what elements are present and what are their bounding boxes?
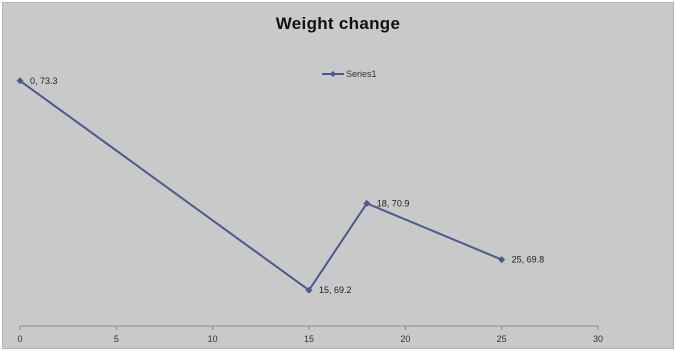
data-label: 18, 70.9 xyxy=(377,198,410,208)
data-label: 25, 69.8 xyxy=(512,255,545,265)
x-tick-label: 30 xyxy=(593,334,603,344)
data-point xyxy=(498,256,506,264)
data-point xyxy=(363,199,371,207)
legend-marker xyxy=(330,71,336,77)
data-point xyxy=(305,286,313,294)
x-tick-label: 15 xyxy=(304,334,314,344)
x-tick-label: 10 xyxy=(208,334,218,344)
legend-label: Series1 xyxy=(346,69,377,79)
data-point xyxy=(16,77,24,85)
x-tick-label: 0 xyxy=(17,334,22,344)
data-label: 0, 73.3 xyxy=(30,76,58,86)
x-tick-label: 25 xyxy=(497,334,507,344)
series-line xyxy=(19,79,503,292)
x-tick-label: 20 xyxy=(400,334,410,344)
x-tick-label: 5 xyxy=(114,334,119,344)
chart-title: Weight change xyxy=(275,14,401,33)
data-label: 15, 69.2 xyxy=(319,285,352,295)
